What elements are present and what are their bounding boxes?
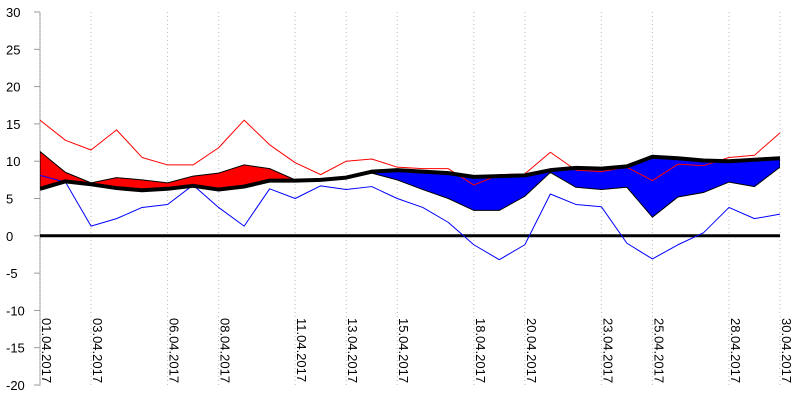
x-tick-label: 23.04.2017 [600,318,615,383]
y-tick-label: 15 [6,117,20,132]
x-tick-label: 13.04.2017 [345,318,360,383]
y-tick-label: 30 [6,5,20,20]
series-line [40,119,781,186]
x-tick-label: 08.04.2017 [218,318,233,383]
x-tick-label: 15.04.2017 [396,318,411,383]
y-tick-label: -10 [6,303,25,318]
x-tick-label: 25.04.2017 [651,318,666,383]
x-tick-label: 18.04.2017 [473,318,488,383]
y-tick-label: 0 [6,229,13,244]
y-tick-label: -15 [6,341,25,356]
y-tick-label: 5 [6,192,13,207]
x-tick-label: 20.04.2017 [524,318,539,383]
x-tick-label: 30.04.2017 [779,318,794,383]
x-tick-label: 11.04.2017 [294,318,309,382]
y-tick-label: 20 [6,80,20,95]
x-tick-label: 03.04.2017 [90,318,105,383]
y-tick-label: 10 [6,154,20,169]
y-tick-label: 25 [6,42,20,57]
series-line [40,154,781,193]
y-tick-label: -20 [6,378,25,393]
plot [40,119,781,261]
y-tick-label: -5 [6,266,18,281]
x-tick-label: 28.04.2017 [728,318,743,383]
series-line [40,174,781,261]
x-tick-label: 06.04.2017 [167,318,182,383]
x-tick-label: 01.04.2017 [39,318,54,383]
